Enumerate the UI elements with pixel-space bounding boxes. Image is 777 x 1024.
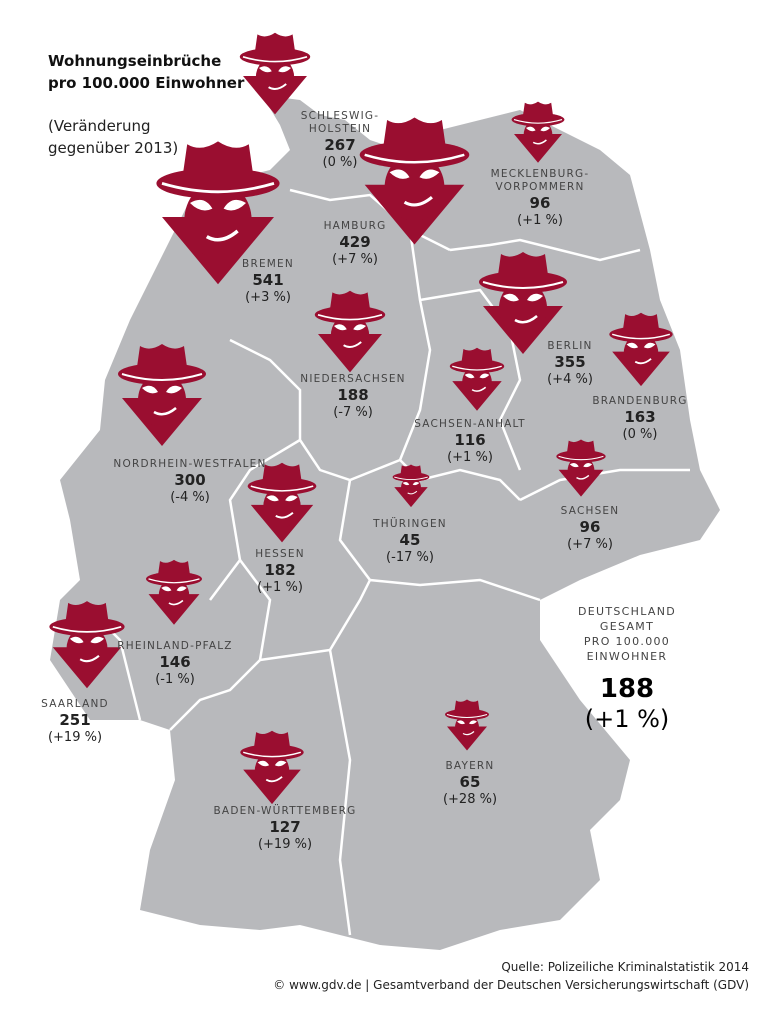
- state-name: HAMBURG: [323, 220, 387, 232]
- state-value: 96: [529, 194, 551, 212]
- state-value: 146: [159, 653, 191, 671]
- state-change: (+1 %): [517, 213, 563, 228]
- state-name: HESSEN: [255, 548, 305, 560]
- state-change: (-7 %): [333, 405, 373, 420]
- state-name: VORPOMMERN: [495, 181, 585, 193]
- state-label: HAMBURG 429 (+7 %): [324, 220, 387, 268]
- state-value: 300: [174, 471, 206, 489]
- state-change: (-17 %): [386, 550, 434, 565]
- state-name: NORDRHEIN-WESTFALEN: [113, 458, 267, 470]
- state-change: (+19 %): [257, 837, 313, 852]
- state-name: BADEN-WÜRTTEMBERG: [213, 805, 357, 817]
- state-name: BRANDENBURG: [592, 395, 688, 407]
- state-label: BRANDENBURG 163 (0 %): [592, 395, 687, 443]
- state-change: (-1 %): [155, 672, 195, 687]
- state-name: HOLSTEIN: [308, 123, 372, 135]
- source-note: Quelle: Polizeiliche Kriminalstatistik 2…: [273, 960, 749, 992]
- state-label: RHEINLAND-PFALZ 146 (-1 %): [117, 640, 232, 688]
- state-value: 541: [252, 271, 284, 289]
- state-change: (+1 %): [447, 450, 493, 465]
- state-value: 45: [399, 531, 421, 549]
- state-label: MECKLENBURG- VORPOMMERN 96 (+1 %): [491, 168, 590, 229]
- chart-title: Wohnungseinbrüche pro 100.000 Einwohner: [48, 52, 245, 92]
- chart-subtitle: (Veränderung gegenüber 2013): [48, 117, 179, 157]
- state-value: 127: [269, 818, 301, 836]
- state-label: SACHSEN-ANHALT 116 (+1 %): [414, 418, 526, 466]
- state-change: (+19 %): [47, 730, 103, 745]
- state-label: BAYERN 65 (+28 %): [443, 760, 497, 808]
- state-label: BERLIN 355 (+4 %): [547, 340, 593, 388]
- state-name: BERLIN: [547, 340, 593, 352]
- state-label: HESSEN 182 (+1 %): [255, 548, 305, 596]
- state-change: (0 %): [322, 155, 358, 170]
- germany-total: DEUTSCHLAND GESAMT PRO 100.000 EINWOHNER…: [577, 605, 677, 733]
- state-label: BADEN-WÜRTTEMBERG 127 (+19 %): [214, 805, 357, 853]
- state-label: SACHSEN 96 (+7 %): [561, 505, 620, 553]
- state-name: SACHSEN-ANHALT: [414, 418, 526, 430]
- state-change: (+3 %): [245, 290, 291, 305]
- state-value: 65: [459, 773, 481, 791]
- state-label: THÜRINGEN 45 (-17 %): [373, 518, 447, 566]
- state-change: (-4 %): [170, 490, 210, 505]
- state-name: MECKLENBURG-: [490, 168, 590, 180]
- state-value: 267: [324, 136, 356, 154]
- state-name: RHEINLAND-PFALZ: [117, 640, 233, 652]
- state-value: 251: [59, 711, 91, 729]
- state-change: (+28 %): [442, 792, 498, 807]
- state-value: 163: [624, 408, 656, 426]
- state-value: 96: [579, 518, 601, 536]
- state-value: 116: [454, 431, 486, 449]
- state-value: 429: [339, 233, 371, 251]
- state-change: (0 %): [622, 427, 658, 442]
- state-label: SAARLAND 251 (+19 %): [41, 698, 109, 746]
- state-change: (+7 %): [567, 537, 613, 552]
- state-label: NORDRHEIN-WESTFALEN 300 (-4 %): [113, 458, 266, 506]
- state-name: SCHLESWIG-: [300, 110, 380, 122]
- state-label: NIEDERSACHSEN 188 (-7 %): [300, 373, 405, 421]
- state-name: THÜRINGEN: [373, 518, 447, 530]
- state-change: (+4 %): [547, 372, 593, 387]
- state-name: BREMEN: [242, 258, 294, 270]
- state-value: 355: [554, 353, 586, 371]
- state-name: SACHSEN: [560, 505, 620, 517]
- state-change: (+7 %): [332, 252, 378, 267]
- state-name: NIEDERSACHSEN: [300, 373, 406, 385]
- state-value: 182: [264, 561, 296, 579]
- state-label: BREMEN 541 (+3 %): [242, 258, 294, 306]
- state-change: (+1 %): [257, 580, 303, 595]
- state-value: 188: [337, 386, 369, 404]
- state-name: SAARLAND: [41, 698, 109, 710]
- state-name: BAYERN: [445, 760, 495, 772]
- state-label: SCHLESWIG- HOLSTEIN 267 (0 %): [301, 110, 379, 171]
